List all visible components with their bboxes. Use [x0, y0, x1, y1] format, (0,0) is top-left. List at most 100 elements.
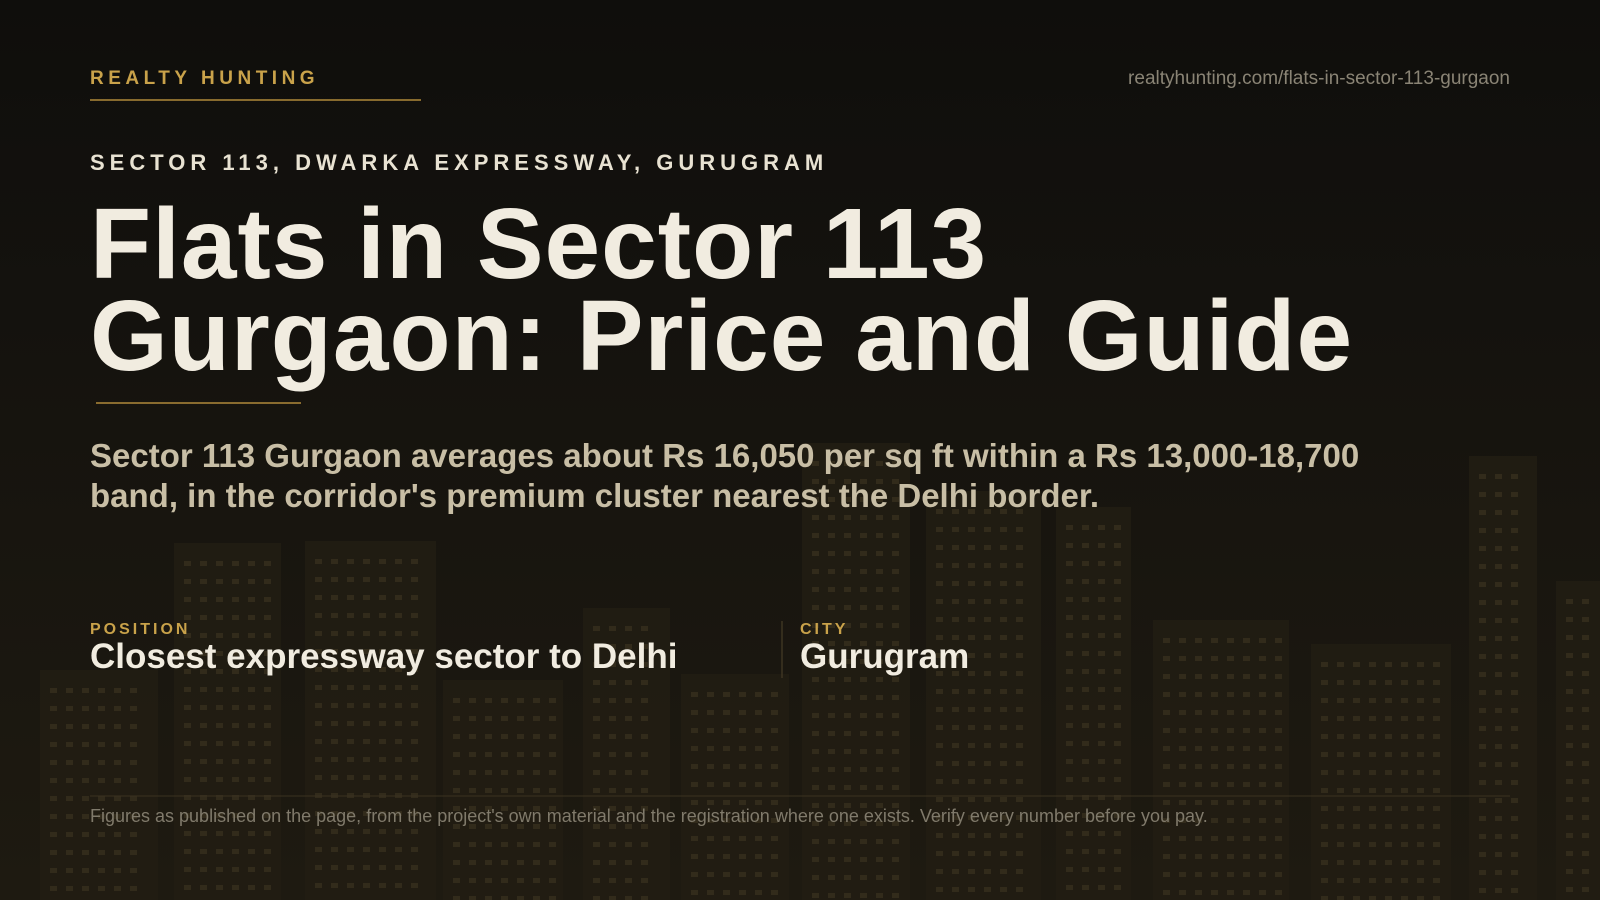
window — [968, 725, 975, 730]
window — [1337, 698, 1344, 703]
window — [1479, 474, 1486, 479]
window — [593, 716, 600, 721]
window — [331, 829, 338, 834]
window — [501, 842, 508, 847]
window — [347, 559, 354, 564]
window — [1566, 743, 1573, 748]
window — [1433, 824, 1440, 829]
window — [1259, 710, 1266, 715]
window — [860, 515, 867, 520]
window — [707, 782, 714, 787]
window — [1275, 782, 1282, 787]
window — [98, 760, 105, 765]
window — [876, 479, 883, 484]
window — [1082, 795, 1089, 800]
window — [469, 824, 476, 829]
window — [844, 605, 851, 610]
window — [892, 875, 899, 880]
window — [1000, 779, 1007, 784]
window — [1082, 867, 1089, 872]
window — [1179, 656, 1186, 661]
window — [1582, 671, 1589, 676]
window — [936, 869, 943, 874]
window — [1511, 582, 1518, 587]
window — [1511, 816, 1518, 821]
window — [114, 796, 121, 801]
window — [1479, 600, 1486, 605]
window — [609, 626, 616, 631]
window — [844, 785, 851, 790]
window — [1259, 764, 1266, 769]
window — [1582, 797, 1589, 802]
window — [232, 795, 239, 800]
window — [1179, 710, 1186, 715]
url[interactable]: realtyhunting.com/flats-in-sector-113-gu… — [1128, 68, 1510, 89]
window — [216, 597, 223, 602]
window — [411, 865, 418, 870]
window — [844, 893, 851, 898]
window — [771, 692, 778, 697]
window — [114, 706, 121, 711]
window — [1433, 680, 1440, 685]
window — [232, 759, 239, 764]
window — [1369, 860, 1376, 865]
window — [184, 885, 191, 890]
window — [363, 739, 370, 744]
window — [812, 497, 819, 502]
window — [315, 829, 322, 834]
window — [130, 760, 137, 765]
window — [264, 849, 271, 854]
building — [1153, 620, 1289, 900]
window — [828, 533, 835, 538]
window — [1353, 752, 1360, 757]
fact-value: Closest expressway sector to Delhi — [90, 637, 677, 676]
window — [936, 761, 943, 766]
window — [1066, 561, 1073, 566]
window — [533, 716, 540, 721]
window — [952, 671, 959, 676]
window — [98, 886, 105, 891]
window — [1433, 698, 1440, 703]
window — [1511, 870, 1518, 875]
window — [1275, 854, 1282, 859]
window — [1353, 734, 1360, 739]
window — [1433, 734, 1440, 739]
window — [1179, 836, 1186, 841]
window — [625, 806, 632, 811]
window — [625, 626, 632, 631]
window — [844, 569, 851, 574]
window — [216, 633, 223, 638]
window — [1511, 762, 1518, 767]
window — [1259, 746, 1266, 751]
window — [1479, 672, 1486, 677]
fact-label: CITY — [800, 621, 848, 638]
window — [533, 860, 540, 865]
window — [347, 703, 354, 708]
window — [66, 724, 73, 729]
window — [936, 725, 943, 730]
window — [755, 890, 762, 895]
window — [1353, 770, 1360, 775]
window — [1195, 692, 1202, 697]
window — [936, 671, 943, 676]
brand: REALTY HUNTING — [90, 68, 319, 89]
window — [331, 559, 338, 564]
window — [315, 739, 322, 744]
window — [1179, 818, 1186, 823]
window — [347, 721, 354, 726]
window — [952, 743, 959, 748]
window — [379, 595, 386, 600]
window — [363, 631, 370, 636]
window — [1401, 662, 1408, 667]
window — [892, 569, 899, 574]
window — [1000, 653, 1007, 658]
window — [1114, 633, 1121, 638]
window — [331, 883, 338, 888]
window — [347, 577, 354, 582]
window — [1163, 656, 1170, 661]
window — [691, 872, 698, 877]
window — [411, 595, 418, 600]
window — [501, 896, 508, 900]
window — [828, 893, 835, 898]
window — [1369, 824, 1376, 829]
